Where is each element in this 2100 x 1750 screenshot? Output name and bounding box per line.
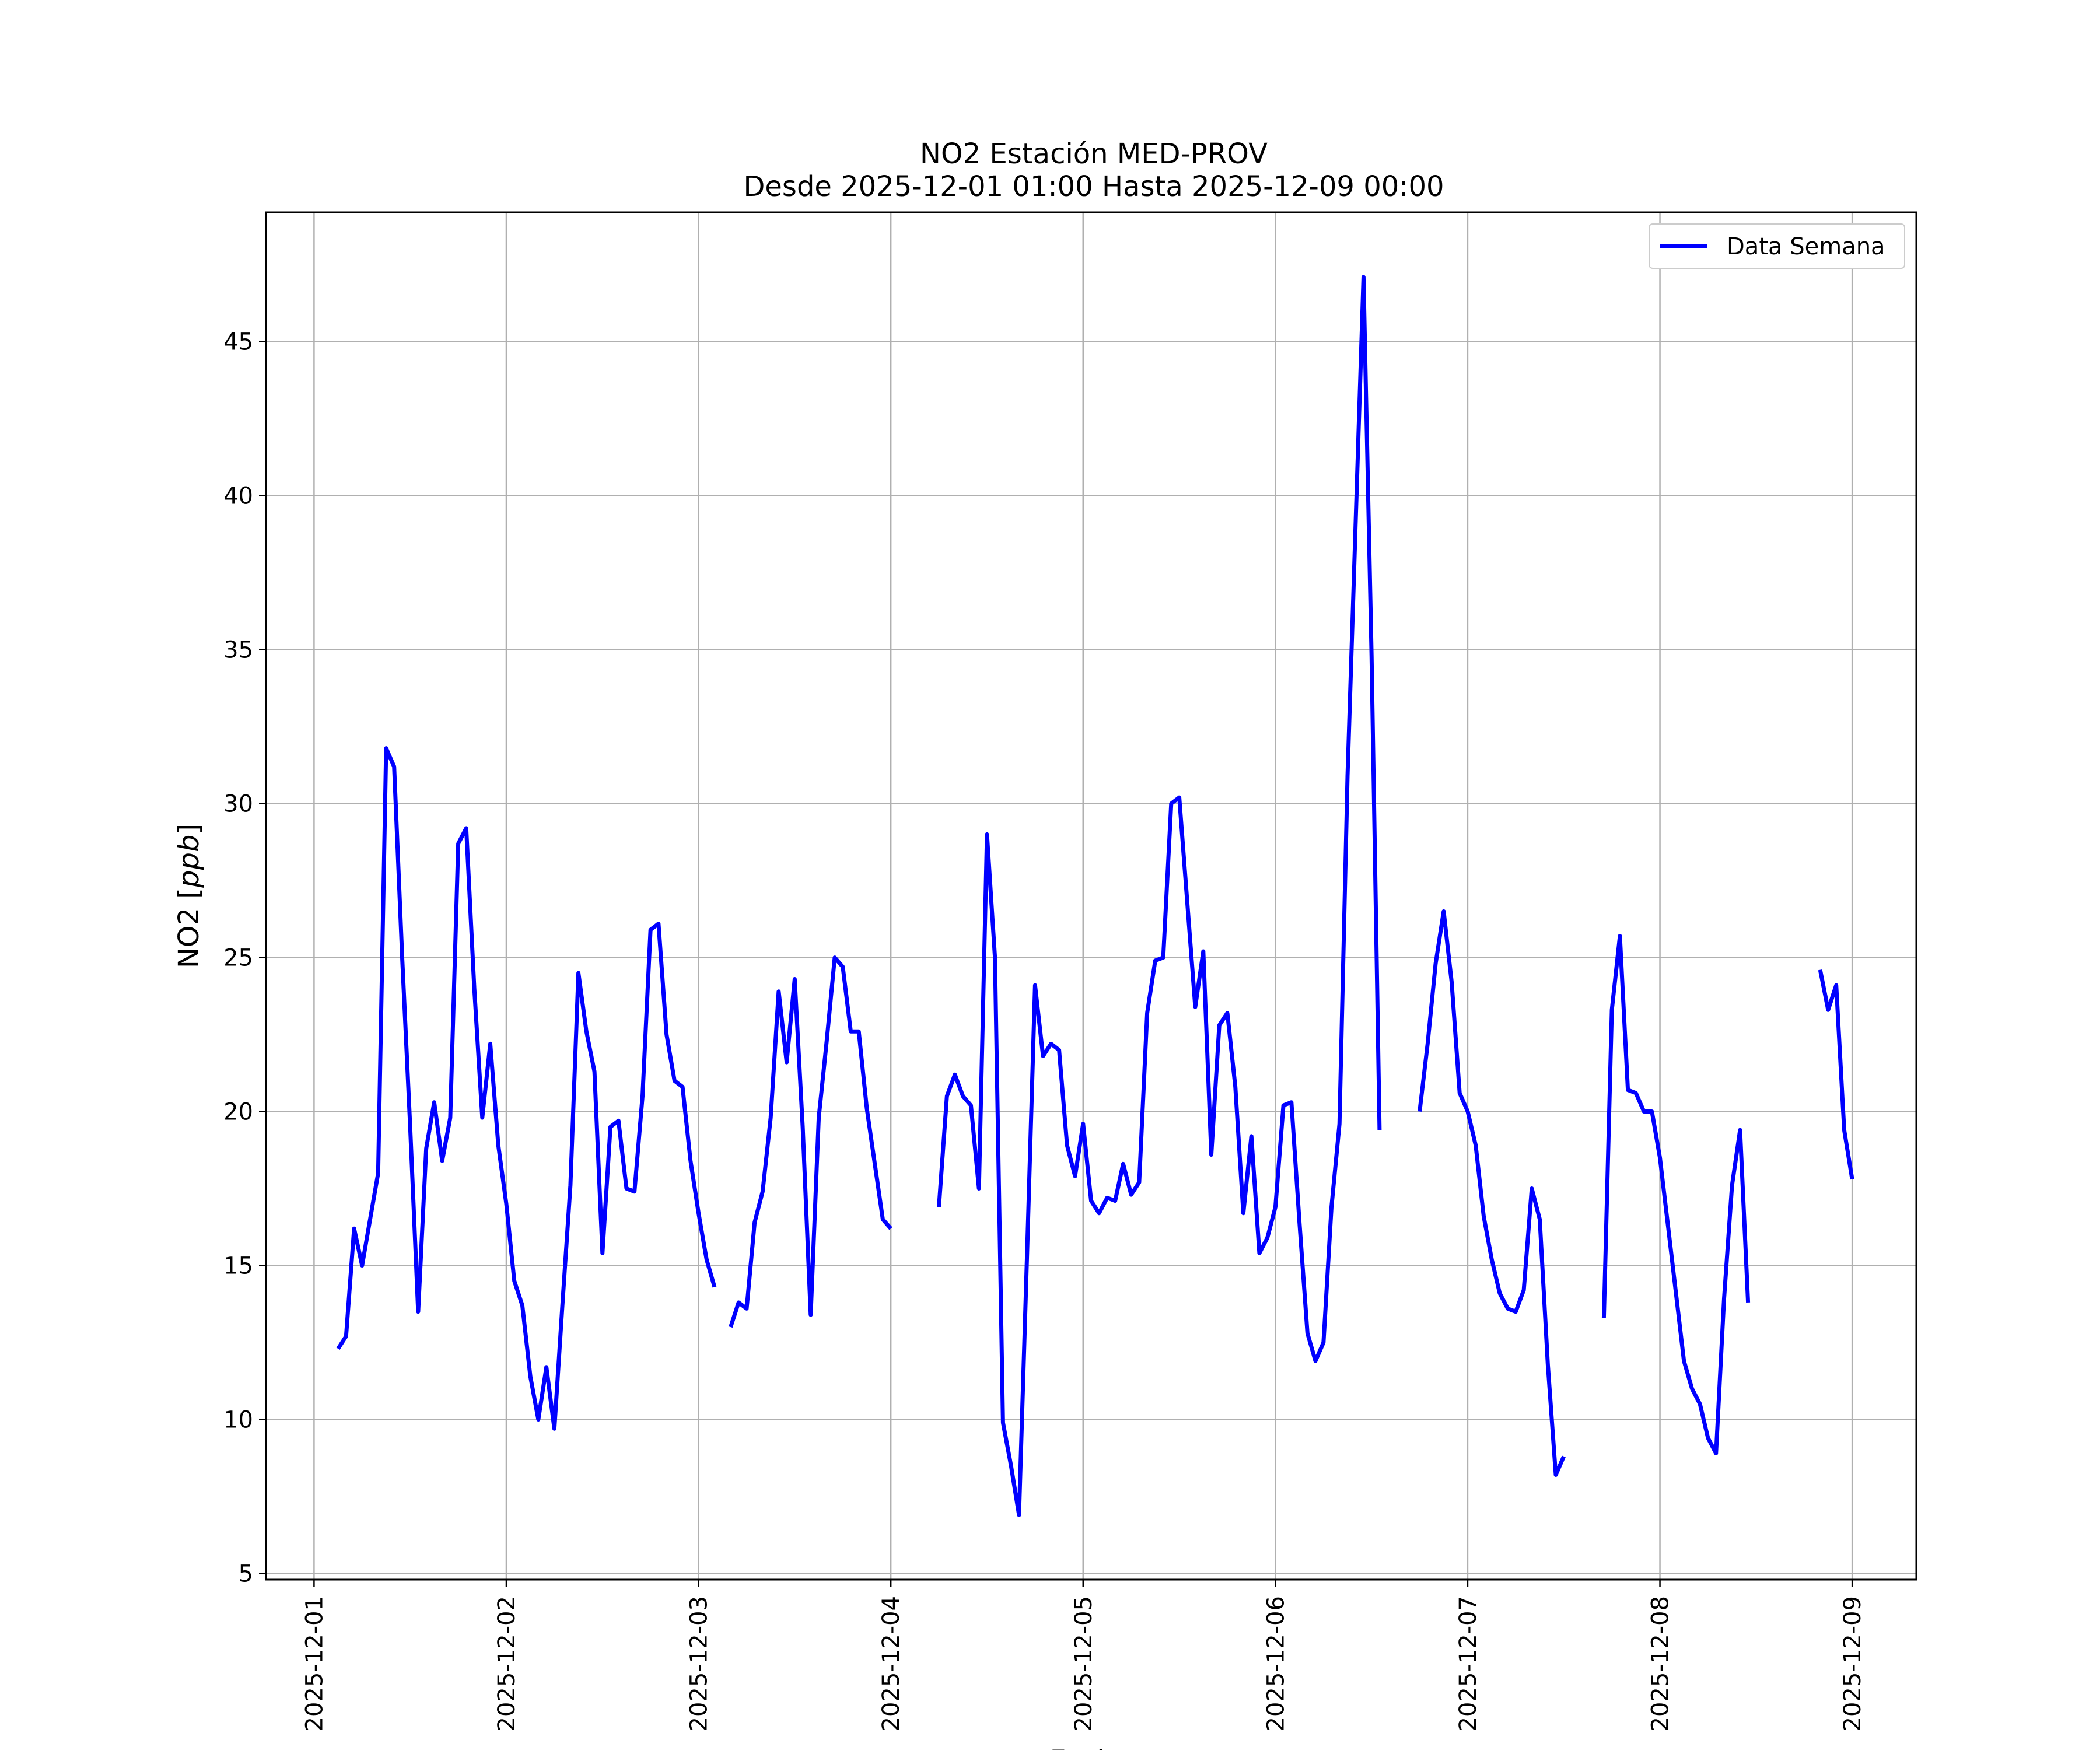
x-tick-label: 2025-12-01	[301, 1596, 328, 1731]
x-tick-label: 2025-12-06	[1262, 1596, 1289, 1731]
legend: Data Semana	[1648, 223, 1905, 269]
y-tick-label: 5	[239, 1560, 253, 1587]
y-tick-label: 20	[223, 1099, 253, 1126]
y-tick-label: 30	[223, 791, 253, 818]
chart-subtitle: Desde 2025-12-01 01:00 Hasta 2025-12-09 …	[743, 170, 1444, 203]
series-line-segment	[729, 956, 892, 1328]
x-tick-label: 2025-12-02	[494, 1596, 520, 1731]
x-tick-label: 2025-12-03	[686, 1596, 713, 1731]
y-axis-ticks: 5 10 15 20 25 30 35 40 45	[223, 329, 266, 1587]
x-tick-label: 2025-12-09	[1839, 1596, 1866, 1731]
y-tick-label: 40	[223, 483, 253, 510]
x-axis-ticks: 2025-12-01 2025-12-02 2025-12-03 2025-12-04…	[301, 1580, 1866, 1731]
grid	[266, 212, 1916, 1580]
x-tick-label: 2025-12-07	[1455, 1596, 1482, 1731]
x-tick-label: 2025-12-08	[1647, 1596, 1674, 1731]
y-tick-label: 15	[223, 1253, 253, 1280]
series-data-semana	[336, 275, 1854, 1517]
x-tick-label: 2025-12-05	[1070, 1596, 1097, 1731]
x-axis-label: Fecha	[1050, 1745, 1132, 1750]
y-tick-label: 35	[223, 637, 253, 664]
series-line-segment	[336, 746, 717, 1431]
y-axis-label-unit: ppb	[173, 835, 205, 888]
series-line-segment	[1418, 909, 1566, 1477]
plot-area-frame	[265, 211, 1917, 1581]
chart-title: NO2 Estación MED-PROV	[920, 138, 1268, 170]
y-tick-label: 45	[223, 329, 253, 356]
legend-box	[1648, 223, 1905, 269]
y-axis-label-close: ]	[173, 824, 205, 835]
x-tick-label: 2025-12-04	[878, 1596, 905, 1731]
series-line-segment	[937, 275, 1382, 1517]
y-axis-label-text: NO2 [	[173, 888, 205, 968]
y-tick-label: 10	[223, 1406, 253, 1433]
series-line-segment	[1818, 970, 1854, 1180]
series-line-segment	[1601, 934, 1751, 1455]
y-tick-label: 25	[223, 945, 253, 972]
y-axis-label: NO2 [ppb]	[173, 824, 205, 968]
legend-label-data-semana: Data Semana	[1727, 233, 1885, 260]
